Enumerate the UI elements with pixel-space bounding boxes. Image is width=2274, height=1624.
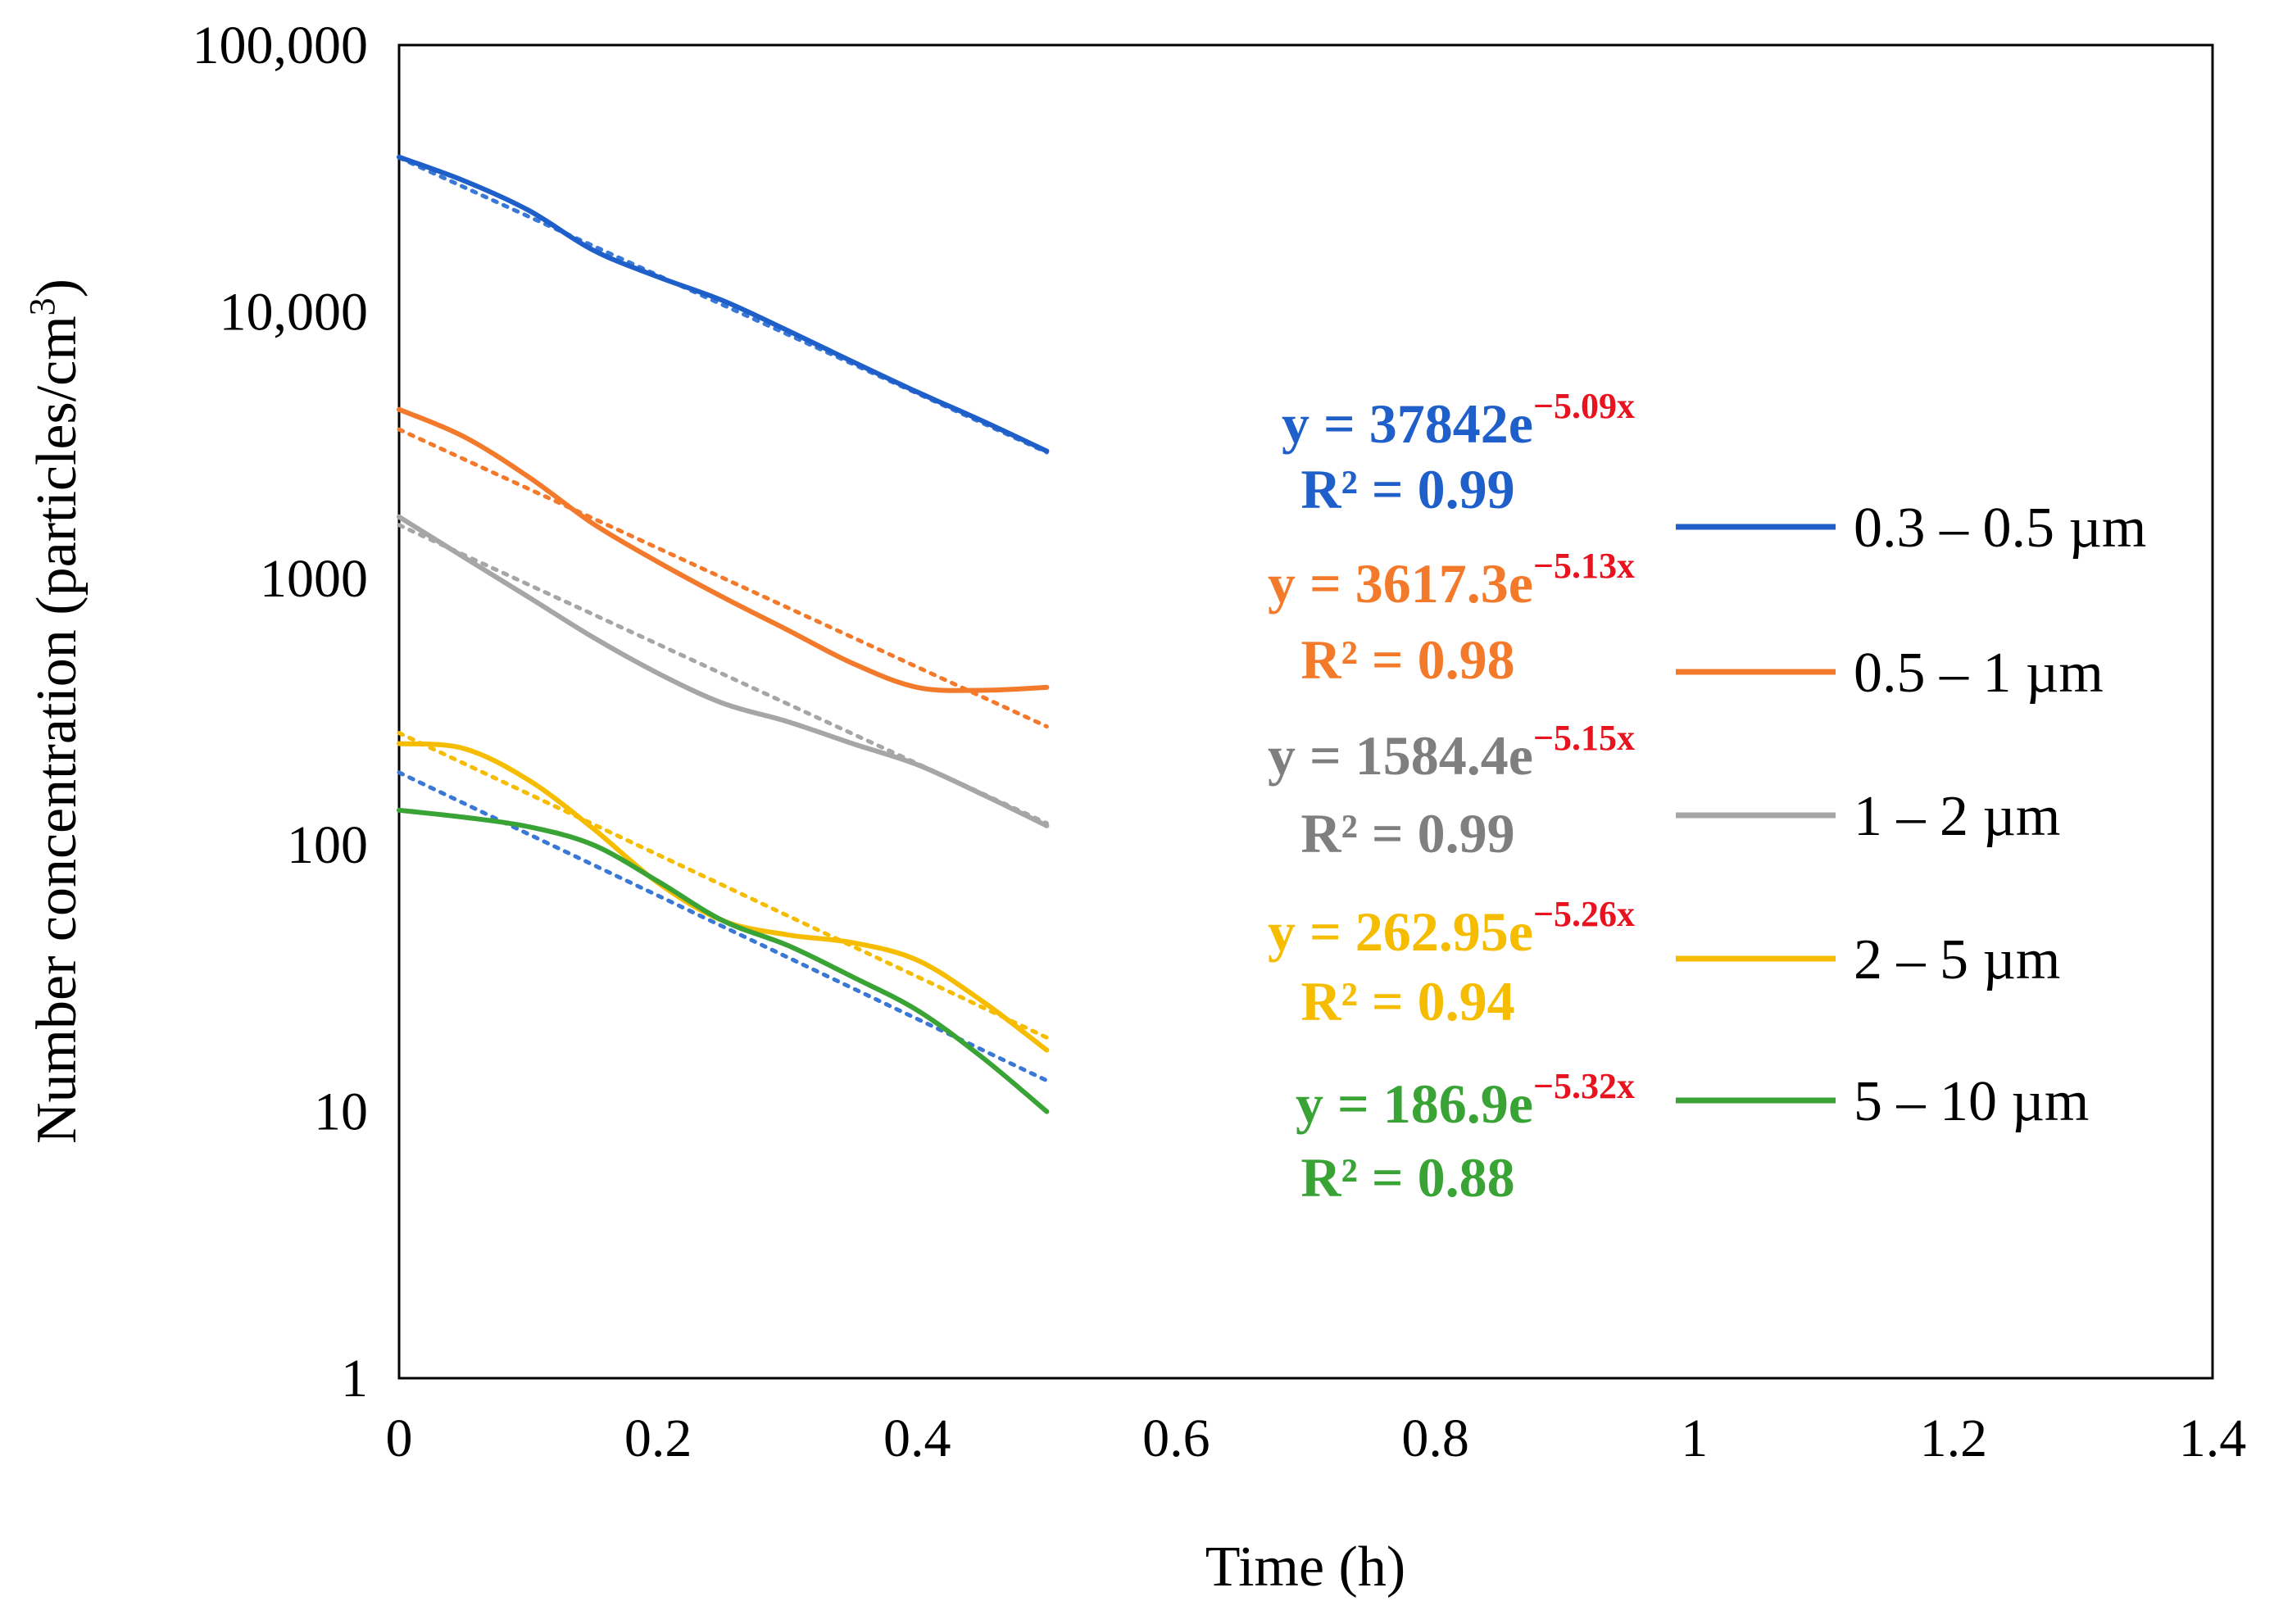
y-axis-title-sup: 3 <box>22 297 62 315</box>
fit-exponent: −5.32x <box>1533 1066 1635 1106</box>
y-tick-label: 1000 <box>260 549 368 609</box>
legend-label: 1 – 2 µm <box>1854 785 2060 848</box>
y-tick-label: 10 <box>314 1082 368 1142</box>
trendline-3 <box>397 523 1049 826</box>
r-squared-1: R² = 0.99 <box>1300 458 1514 520</box>
legend: 0.3 – 0.5 µm 0.5 – 1 µm 1 – 2 µm 2 – 5 µm 5 … <box>1676 497 2146 1133</box>
r-squared-2: R² = 0.98 <box>1300 628 1514 691</box>
fit-equation-base: y = 186.9e <box>1296 1073 1533 1135</box>
fit-exponent: −5.26x <box>1533 894 1635 934</box>
x-tick-label: 1 <box>1681 1409 1708 1468</box>
x-tick-label: 1.2 <box>1920 1409 1988 1468</box>
fit-equation-base: y = 37842e <box>1282 392 1533 455</box>
trendline-4 <box>397 731 1049 1040</box>
fit-equation-1: y = 37842e−5.09x <box>1282 386 1635 455</box>
x-tick-label: 0.8 <box>1401 1409 1469 1468</box>
x-tick-label: 1.4 <box>2179 1409 2247 1468</box>
legend-label: 2 – 5 µm <box>1854 928 2060 991</box>
fit-equation-base: y = 3617.3e <box>1268 552 1533 615</box>
r-squared-4: R² = 0.94 <box>1300 970 1514 1032</box>
trendline-1 <box>397 155 1049 455</box>
x-tick-label: 0 <box>386 1409 413 1468</box>
legend-label: 0.5 – 1 µm <box>1854 642 2104 705</box>
fit-equation-5: y = 186.9e−5.32x <box>1296 1066 1635 1135</box>
x-tick-label: 0.6 <box>1142 1409 1210 1468</box>
y-tick-label: 10,000 <box>220 282 369 342</box>
r-squared-3: R² = 0.99 <box>1300 802 1514 864</box>
y-axis-title-close: ) <box>25 279 89 297</box>
fit-exponent: −5.15x <box>1533 718 1635 758</box>
x-tick-label: 0.2 <box>624 1409 692 1468</box>
data-series <box>397 154 1050 1114</box>
fit-exponent: −5.13x <box>1533 546 1635 586</box>
fit-exponent: −5.09x <box>1533 386 1635 426</box>
plot-area <box>397 43 2214 1380</box>
fit-equation-base: y = 1584.4e <box>1268 724 1533 787</box>
series-line-1 <box>397 154 1050 454</box>
fit-equation-4: y = 262.95e−5.26x <box>1268 894 1635 963</box>
legend-label: 0.3 – 0.5 µm <box>1854 497 2146 560</box>
fit-equation-2: y = 3617.3e−5.13x <box>1268 546 1635 615</box>
trendline-2 <box>397 427 1049 729</box>
fit-equation-3: y = 1584.4e−5.15x <box>1268 718 1635 787</box>
axis-ticks: 0 0.2 0.4 0.6 0.8 1 1.2 1.4 1 10 100 1000 10,000 100,… <box>193 16 2247 1468</box>
fit-equation-base: y = 262.95e <box>1268 900 1533 963</box>
y-axis-title-main: Number concentration (particles/cm <box>25 315 89 1144</box>
y-tick-label: 100,000 <box>193 16 369 75</box>
series-line-3 <box>397 514 1050 828</box>
series-line-5 <box>397 807 1050 1114</box>
y-tick-label: 1 <box>341 1349 368 1409</box>
y-axis-title: Number concentration (particles/cm3) <box>22 279 89 1144</box>
series-line-2 <box>397 406 1050 693</box>
y-tick-label: 100 <box>287 815 368 875</box>
x-axis-title: Time (h) <box>1205 1536 1405 1599</box>
legend-label: 5 – 10 µm <box>1854 1070 2089 1133</box>
r-squared-5: R² = 0.88 <box>1300 1146 1514 1209</box>
x-tick-label: 0.4 <box>883 1409 951 1468</box>
